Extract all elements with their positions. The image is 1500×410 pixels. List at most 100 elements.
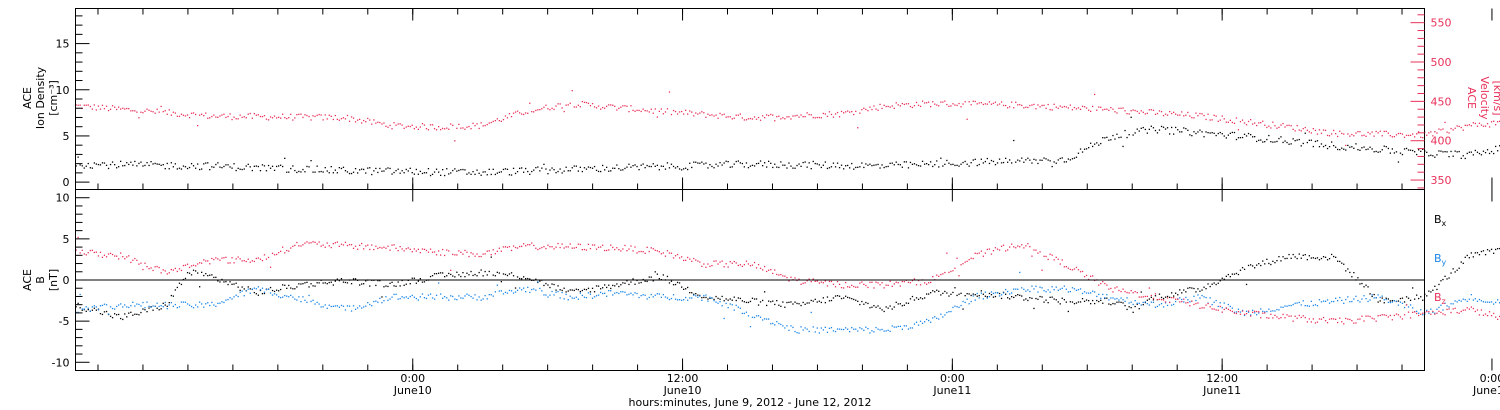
bx-series-point	[909, 298, 912, 300]
bx-series-point	[525, 278, 527, 280]
by-series-point	[1104, 297, 1106, 299]
velocity-series-point	[755, 118, 758, 120]
density-series-point	[209, 169, 211, 171]
bx-series-point	[1468, 257, 1470, 259]
bx-series-point	[1284, 257, 1286, 260]
by-series-point	[1324, 300, 1327, 302]
by-series-point	[354, 308, 357, 310]
density-series-point	[1209, 132, 1211, 134]
velocity-series-point	[824, 113, 826, 115]
density-series-point	[1300, 145, 1302, 147]
velocity-series-point	[887, 105, 889, 108]
by-series-point	[247, 288, 249, 290]
density-series-point	[1112, 134, 1114, 137]
velocity-series-point	[774, 120, 776, 122]
density-series-point	[1270, 141, 1272, 143]
by-series-point	[369, 303, 371, 306]
by-series-point	[1288, 304, 1290, 307]
by-series-point	[806, 328, 808, 330]
velocity-series-point	[634, 110, 636, 112]
by-series-point	[1002, 292, 1005, 294]
velocity-series-point	[525, 112, 527, 114]
bx-series-point	[1347, 268, 1349, 270]
velocity-series-point	[889, 106, 891, 108]
velocity-series-point	[715, 114, 717, 116]
velocity-series-point	[440, 129, 442, 131]
velocity-series-point	[1472, 122, 1474, 124]
by-series-point	[1083, 291, 1086, 293]
density-series-point	[470, 173, 472, 175]
velocity-series-point	[1395, 134, 1398, 136]
density-series	[75, 116, 1500, 177]
bx-series-point	[1278, 256, 1280, 258]
density-series-point	[877, 163, 879, 166]
bx-series-point	[241, 286, 243, 288]
density-series-point	[816, 163, 818, 165]
velocity-series-point	[1096, 109, 1098, 111]
velocity-series-point	[512, 112, 515, 114]
velocity-series-point	[660, 108, 662, 110]
density-series-point	[192, 165, 195, 167]
bx-series-point	[1098, 300, 1100, 303]
by-series-point	[828, 327, 831, 329]
density-series-point	[772, 166, 774, 169]
bx-series-point	[770, 301, 772, 303]
by-series-point	[725, 302, 727, 305]
velocity-series-point	[348, 120, 351, 122]
by-series-point	[816, 327, 818, 329]
velocity-series-point	[1116, 112, 1118, 114]
by-series-point	[604, 292, 606, 294]
density-series-point	[780, 161, 782, 163]
density-series-point	[790, 165, 792, 167]
density-series-point	[942, 165, 944, 167]
density-series-point	[620, 169, 622, 171]
density-series-point	[182, 165, 185, 167]
density-series-point	[170, 162, 172, 164]
density-series-point	[1108, 139, 1110, 141]
by-series-point	[681, 299, 683, 301]
velocity-series-point	[616, 109, 618, 111]
density-series-point	[1223, 135, 1225, 137]
by-series-point	[1472, 299, 1474, 301]
bx-series-point	[480, 269, 482, 271]
by-series-point	[988, 296, 991, 298]
density-series-point	[970, 162, 972, 164]
velocity-series-point	[891, 105, 893, 107]
by-series-point	[1237, 308, 1240, 310]
velocity-series-point	[1353, 135, 1355, 137]
velocity-series-point	[278, 116, 280, 118]
velocity-series-point	[907, 103, 910, 105]
by-series-point	[719, 301, 721, 303]
velocity-series-point	[901, 102, 903, 105]
by-series-point	[982, 298, 984, 300]
by-series-point	[762, 319, 764, 321]
density-series-point	[531, 170, 533, 173]
by-series-point	[1079, 288, 1082, 290]
by-series-point	[1061, 287, 1063, 289]
velocity-series-point	[587, 102, 590, 104]
density-series-point	[288, 171, 290, 173]
by-series-point	[940, 313, 942, 315]
velocity-series-point	[537, 109, 539, 111]
density-series-point	[804, 161, 806, 163]
density-series-point	[709, 164, 711, 166]
bx-series-point	[292, 288, 294, 290]
bx-series-point	[393, 285, 395, 287]
bx-series-point	[168, 302, 170, 304]
density-series-point	[431, 173, 434, 175]
velocity-series-point	[899, 105, 901, 107]
bx-series-point	[126, 316, 128, 318]
bx-series-point	[855, 299, 857, 301]
bx-series-point	[389, 282, 391, 284]
density-series-point	[725, 160, 727, 162]
by-series-point	[182, 301, 185, 303]
density-series-point	[840, 164, 843, 166]
by-series-point	[496, 284, 498, 286]
density-series-point	[107, 167, 110, 170]
bx-series-point	[547, 284, 549, 286]
density-series-point	[602, 164, 604, 167]
bx-series-point	[924, 297, 926, 299]
bx-series-point	[1120, 301, 1122, 303]
density-series-point	[1322, 145, 1325, 148]
density-series-point	[946, 159, 948, 162]
